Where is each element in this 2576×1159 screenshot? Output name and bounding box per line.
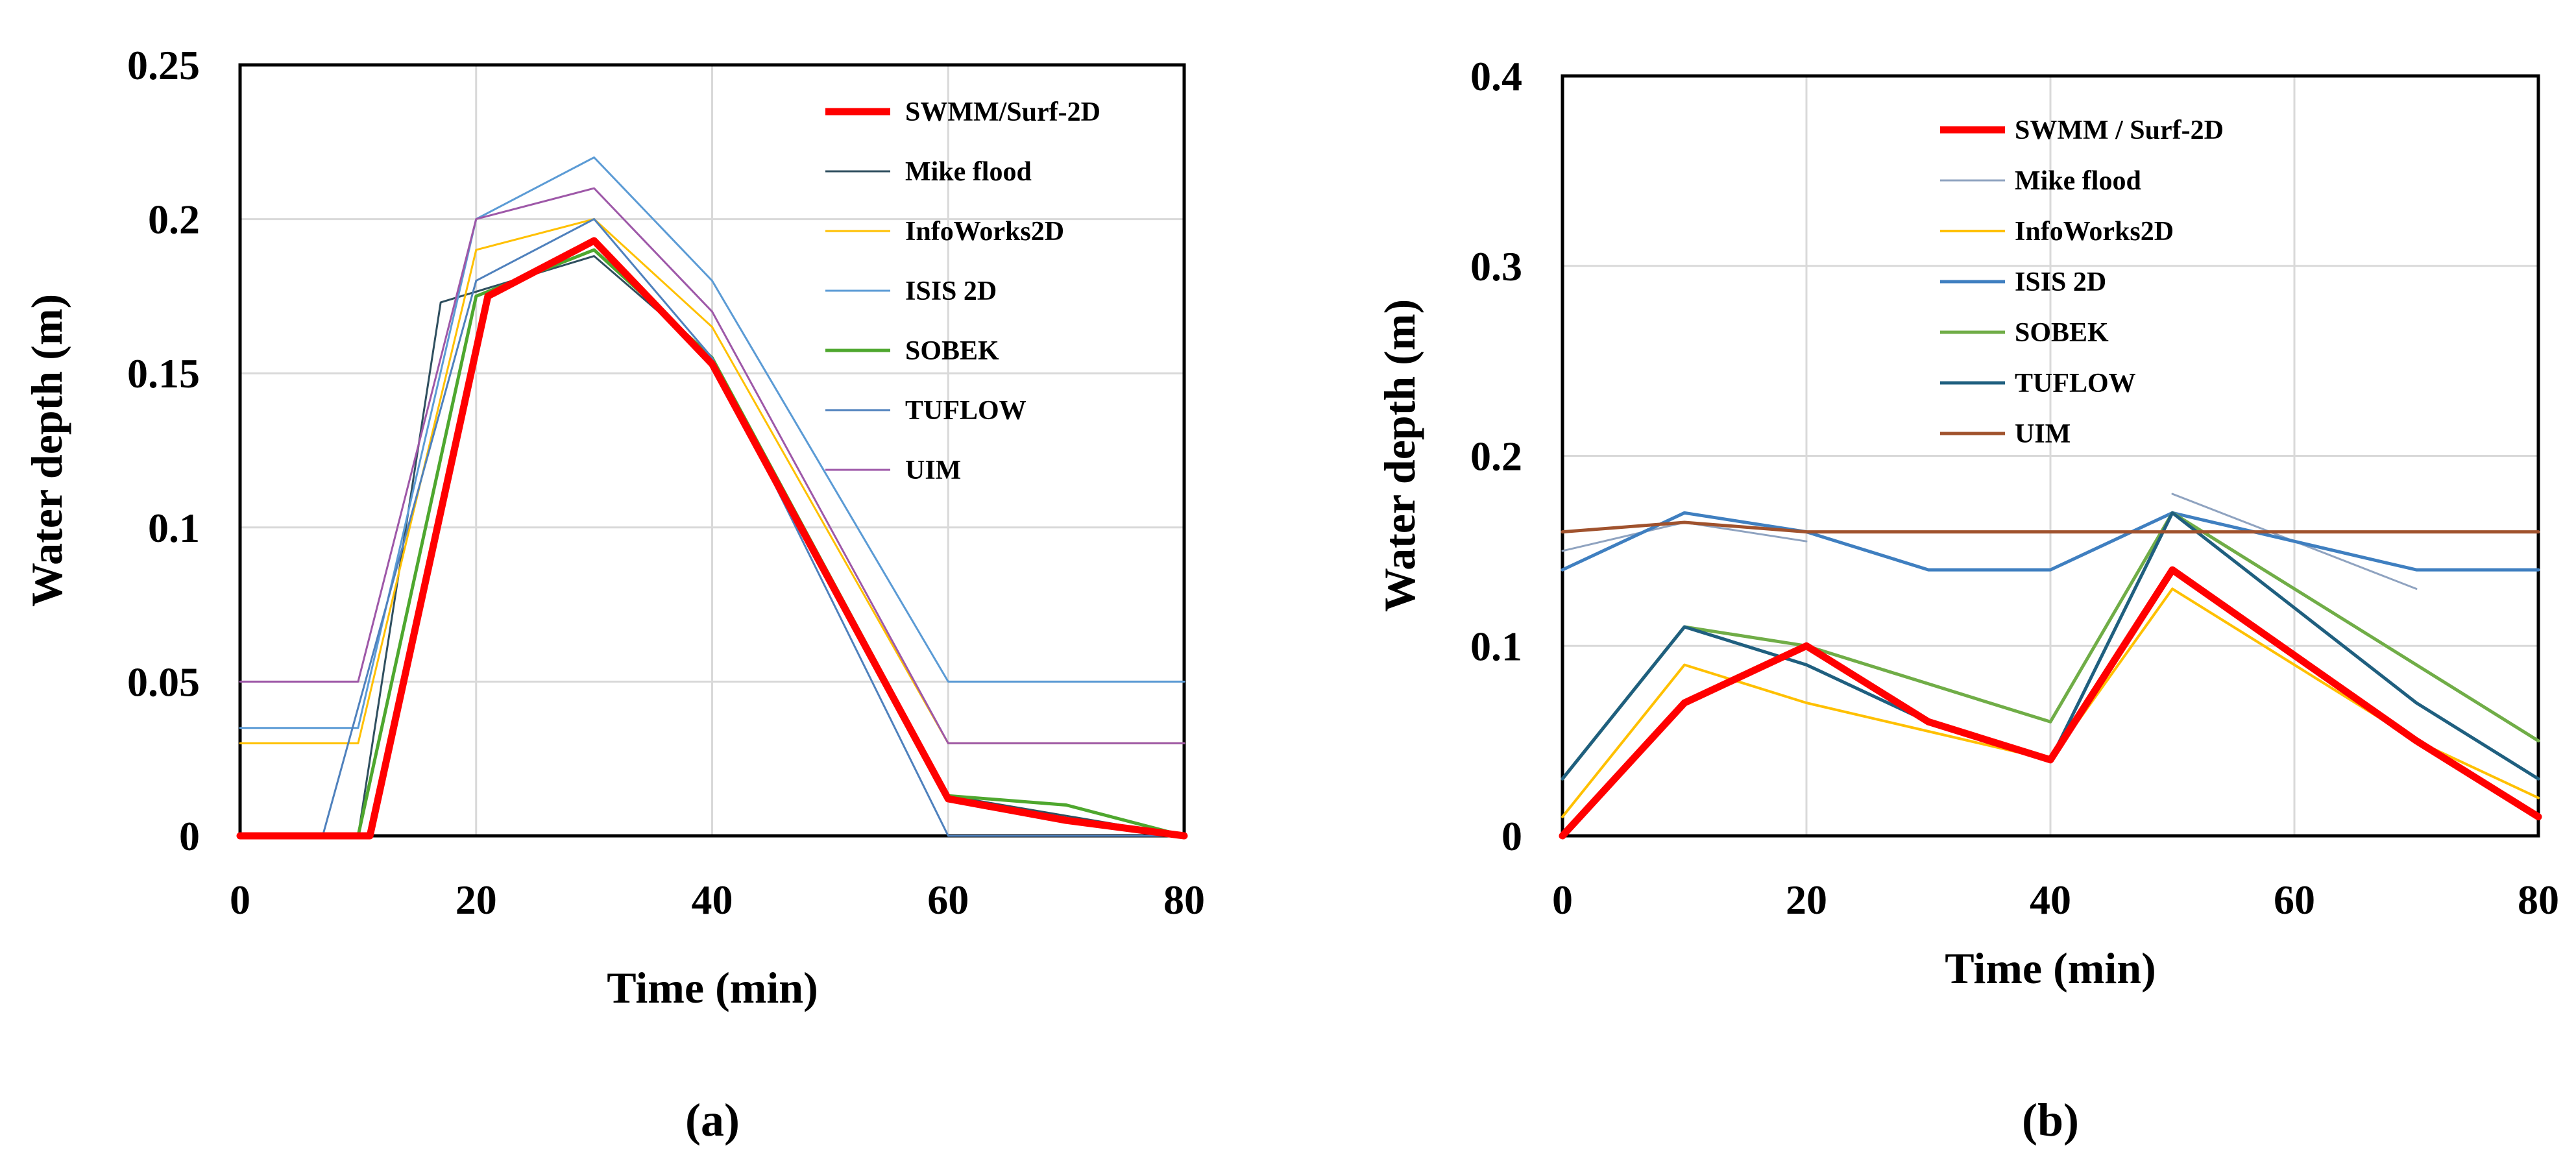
legend-label: SOBEK	[2015, 318, 2109, 348]
legend: SWMM / Surf-2D Mike flood InfoWorks2D ISIS …	[1940, 116, 2224, 449]
x-axis-title: Time (min)	[1945, 944, 2156, 993]
legend-label: TUFLOW	[905, 396, 1027, 426]
y-tick-label: 0.25	[127, 42, 200, 88]
chart-panel-a: 0 20 40 60 80 0 0.05 0.1 0.15 0.2 0.25 Time (min) Wa…	[22, 42, 1205, 1146]
y-tick-label: 0	[179, 813, 200, 859]
series-segment	[1561, 520, 2540, 534]
x-tick-label: 80	[1163, 877, 1205, 923]
series-segment	[1561, 511, 2540, 781]
legend: SWMM/Surf-2D Mike flood InfoWorks2D ISIS 2D…	[825, 97, 1100, 485]
series-line-isis-2d	[1561, 511, 2540, 572]
x-tick-label: 60	[2274, 877, 2315, 923]
legend-label: Mike flood	[2015, 166, 2141, 196]
y-tick-label: 0.2	[1470, 433, 1522, 480]
series-segment	[239, 187, 1185, 744]
series-segment	[236, 237, 1188, 840]
legend-label: SWMM / Surf-2D	[2015, 116, 2224, 145]
x-tick-label: 0	[1552, 877, 1573, 923]
y-tick-label: 0.4	[1470, 53, 1522, 99]
legend-label: InfoWorks2D	[2015, 217, 2174, 247]
series-line-swmm-surf-2d	[236, 237, 1188, 840]
chart-panel-b: 0 20 40 60 80 0 0.1 0.2 0.3 0.4 Time (min) Water de…	[1375, 53, 2559, 1146]
series-line-swmm-surf-2d	[1559, 566, 2542, 840]
y-axis-title: Water depth (m)	[1375, 299, 1424, 612]
series-line-uim	[239, 187, 1185, 744]
y-tick-label: 0.05	[127, 659, 200, 705]
legend-label: SOBEK	[905, 336, 999, 366]
series-segment	[1561, 511, 2540, 572]
x-tick-label: 80	[2518, 877, 2559, 923]
series-line-isis-2d	[239, 156, 1185, 729]
legend-label: InfoWorks2D	[905, 217, 1064, 247]
y-tick-label: 0.15	[127, 350, 200, 396]
series-segment	[239, 156, 1185, 729]
legend-label: UIM	[905, 456, 961, 485]
y-tick-label: 0.2	[148, 197, 200, 243]
x-tick-label: 40	[2030, 877, 2071, 923]
x-tick-label: 0	[230, 877, 250, 923]
series-segment	[1559, 566, 2542, 840]
x-tick-label: 20	[1786, 877, 1827, 923]
x-tick-label: 40	[692, 877, 733, 923]
y-axis-title: Water depth (m)	[22, 294, 71, 607]
x-tick-label: 60	[927, 877, 969, 923]
y-tick-label: 0	[1501, 813, 1522, 859]
plot-frame	[238, 63, 1186, 838]
x-axis-title: Time (min)	[607, 963, 818, 1012]
legend-label: UIM	[2015, 419, 2071, 449]
panel-label: (a)	[685, 1094, 740, 1146]
y-tick-label: 0.1	[148, 505, 200, 551]
legend-label: TUFLOW	[2015, 369, 2136, 398]
series-line-uim	[1561, 520, 2540, 534]
legend-label: ISIS 2D	[2015, 267, 2106, 297]
series-line-sobek	[1561, 511, 2540, 781]
plot-frame	[1561, 74, 2540, 838]
legend-label: Mike flood	[905, 157, 1032, 187]
legend-label: ISIS 2D	[905, 276, 997, 306]
y-tick-label: 0.1	[1470, 623, 1522, 669]
legend-label: SWMM/Surf-2D	[905, 97, 1100, 127]
panel-label: (b)	[2022, 1094, 2079, 1146]
y-tick-label: 0.3	[1470, 243, 1522, 289]
x-tick-label: 20	[456, 877, 497, 923]
